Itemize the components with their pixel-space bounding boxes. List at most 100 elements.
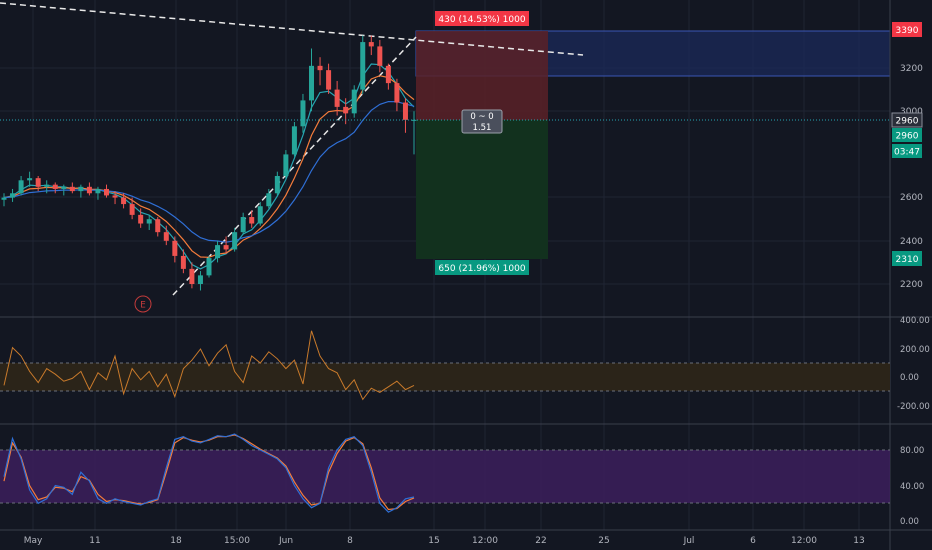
stoch-d-line bbox=[3, 434, 415, 511]
candle-body bbox=[343, 106, 349, 114]
candle-body bbox=[197, 275, 203, 284]
candle-body bbox=[385, 65, 391, 84]
time-label: 15 bbox=[428, 536, 439, 546]
candle-body bbox=[257, 206, 263, 224]
time-label: 12:00 bbox=[472, 536, 498, 546]
candle-body bbox=[69, 186, 75, 192]
time-label: 11 bbox=[89, 536, 100, 546]
stop-label-box bbox=[435, 11, 529, 26]
candlesticks[interactable] bbox=[1, 35, 417, 291]
time-label: 8 bbox=[347, 536, 353, 546]
time-axis[interactable]: May 11 18 15:00 Jun 8 15 12:00 22 25 Jul… bbox=[24, 536, 865, 546]
price-tag-last bbox=[892, 128, 922, 142]
candle-body bbox=[27, 178, 33, 181]
rr-top: 0 ~ 0 bbox=[470, 112, 493, 122]
cci-tick: 400.00 bbox=[900, 316, 930, 326]
price-tick: 2200 bbox=[900, 280, 923, 290]
countdown-tag bbox=[892, 144, 922, 158]
rr-bottom: 1.51 bbox=[473, 123, 492, 133]
time-label: 13 bbox=[853, 536, 864, 546]
stoch-tick: 40.00 bbox=[900, 482, 924, 492]
candle-body bbox=[163, 232, 169, 241]
candle-body bbox=[240, 217, 246, 233]
candle-body bbox=[52, 184, 58, 189]
candle-body bbox=[232, 232, 238, 250]
candle-body bbox=[291, 126, 297, 155]
candle-body bbox=[112, 195, 118, 198]
candle-body bbox=[44, 184, 50, 187]
target-zone[interactable] bbox=[416, 120, 548, 259]
candle-body bbox=[283, 154, 289, 176]
cci-tick: 200.00 bbox=[900, 345, 930, 355]
cci-tick: 0.00 bbox=[900, 373, 919, 383]
candle-body bbox=[309, 65, 314, 101]
risk-reward-box bbox=[461, 109, 503, 134]
stoch-k-line bbox=[3, 433, 415, 513]
candle-body bbox=[180, 255, 186, 269]
candle-body bbox=[300, 100, 306, 127]
price-tag-current-text: 2960 bbox=[896, 117, 919, 127]
candle-body bbox=[86, 186, 92, 194]
candle-body bbox=[138, 214, 144, 224]
candle-body bbox=[377, 46, 383, 66]
price-tag-stop-text: 3390 bbox=[896, 26, 919, 36]
candle-body bbox=[334, 89, 340, 107]
price-tick: 2600 bbox=[900, 193, 923, 203]
price-tag-current bbox=[891, 112, 923, 128]
price-tick: 3000 bbox=[900, 107, 923, 117]
time-label: 6 bbox=[750, 536, 756, 546]
candle-body bbox=[206, 258, 212, 276]
candle-body bbox=[61, 186, 67, 189]
countdown-tag-text: 03:47 bbox=[894, 148, 920, 158]
candle-body bbox=[189, 268, 195, 284]
cci-axis[interactable]: 400.00 200.00 0.00 -200.00 bbox=[897, 316, 930, 412]
time-label: Jun bbox=[278, 536, 293, 546]
cci-band bbox=[0, 363, 890, 391]
resistance-trend-line[interactable] bbox=[0, 2, 584, 56]
candle-body bbox=[326, 70, 332, 90]
time-label: Jul bbox=[683, 536, 695, 546]
candle-body bbox=[78, 186, 84, 192]
support-trend-line[interactable] bbox=[172, 36, 417, 296]
stoch-band bbox=[0, 450, 890, 503]
time-label: 25 bbox=[598, 536, 609, 546]
stoch-axis[interactable]: 80.00 40.00 0.00 bbox=[900, 446, 924, 527]
candle-body bbox=[121, 197, 127, 205]
candle-body bbox=[172, 240, 178, 256]
price-tick: 3200 bbox=[900, 64, 923, 74]
target-label-box bbox=[435, 260, 529, 275]
stop-zone[interactable] bbox=[416, 31, 548, 120]
earnings-marker-label: E bbox=[140, 301, 146, 311]
price-tag-target bbox=[892, 251, 922, 266]
candle-body bbox=[249, 217, 255, 224]
candle-body bbox=[10, 193, 16, 198]
candle-body bbox=[360, 42, 366, 90]
stop-label: 430 (14.53%) 1000 bbox=[438, 15, 525, 25]
candle-body bbox=[394, 83, 400, 103]
cci-tick: -200.00 bbox=[897, 402, 930, 412]
candle-body bbox=[215, 245, 221, 259]
price-axis[interactable]: 3200 3000 2600 2400 2200 3390 2960 2960 … bbox=[891, 22, 923, 290]
stochastic-indicator bbox=[3, 433, 415, 513]
candle-body bbox=[129, 204, 135, 215]
candle-body bbox=[18, 180, 24, 194]
price-tag-last-text: 2960 bbox=[896, 132, 919, 142]
candle-body bbox=[146, 219, 152, 224]
cci-line bbox=[3, 330, 415, 401]
candle-body bbox=[35, 178, 41, 187]
time-label: May bbox=[24, 536, 43, 546]
candle-body bbox=[274, 176, 280, 194]
cci-indicator bbox=[3, 330, 415, 401]
candle-body bbox=[155, 219, 161, 233]
time-label: 18 bbox=[170, 536, 182, 546]
target-label: 650 (21.96%) 1000 bbox=[438, 264, 525, 274]
candle-body bbox=[368, 42, 374, 47]
price-tick: 2400 bbox=[900, 237, 923, 247]
time-label: 12:00 bbox=[791, 536, 817, 546]
candle-body bbox=[266, 193, 272, 207]
earnings-marker[interactable] bbox=[134, 295, 152, 313]
time-label: 15:00 bbox=[224, 536, 250, 546]
candle-body bbox=[1, 197, 7, 200]
stoch-tick: 0.00 bbox=[900, 517, 919, 527]
